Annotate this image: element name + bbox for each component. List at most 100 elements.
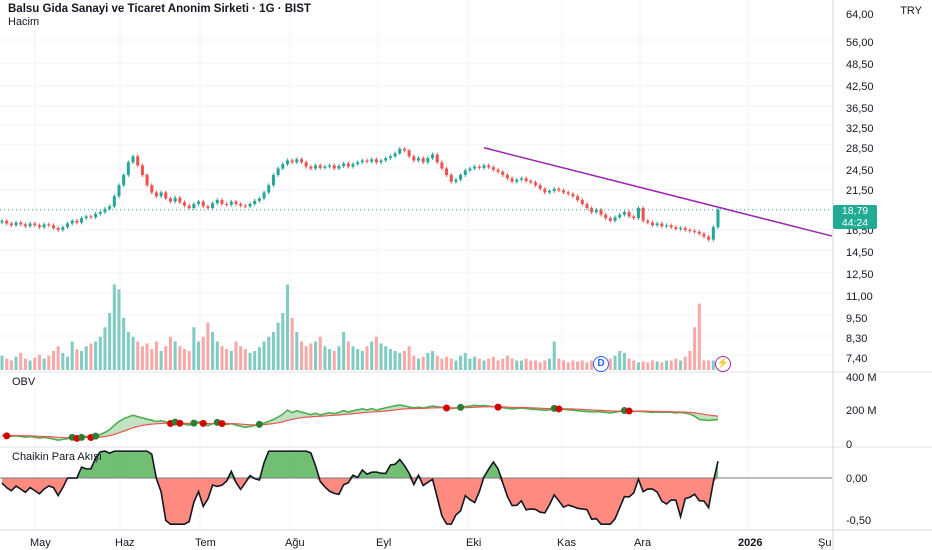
candle-body [14, 222, 18, 226]
candle-body [108, 206, 112, 209]
candle-body [154, 192, 158, 197]
candle-body [0, 220, 4, 223]
candle-body [379, 160, 383, 163]
candle-body [454, 179, 458, 182]
price-axis-label: 21,50 [846, 185, 874, 197]
volume-bar [220, 346, 224, 370]
candle-body [309, 166, 313, 169]
volume-bar [5, 358, 9, 370]
volume-bar [702, 360, 706, 370]
volume-bar [229, 351, 233, 370]
volume-bar [346, 341, 350, 370]
candle-body [482, 165, 486, 168]
volume-bar [304, 346, 308, 370]
candle-body [538, 185, 542, 189]
candle-body [370, 159, 374, 162]
volume-bar [173, 341, 177, 370]
volume-bar [168, 336, 172, 370]
volume-bar [548, 358, 552, 370]
candle-body [491, 167, 495, 170]
obv-indicator-label[interactable]: OBV [12, 376, 36, 388]
volume-bar [342, 332, 346, 370]
candle-body [290, 160, 294, 163]
candle-body [505, 174, 509, 179]
volume-bar [421, 356, 425, 370]
currency-label[interactable]: TRY [900, 5, 922, 17]
bar-countdown: 44:24 [841, 217, 869, 229]
candle-body [19, 222, 23, 225]
candle-body [501, 171, 505, 175]
volume-bar [126, 332, 130, 370]
volume-bar [295, 332, 299, 370]
volume-bar [431, 351, 435, 370]
volume-bar [454, 360, 458, 370]
candle-body [711, 227, 715, 240]
candle-body [594, 209, 598, 213]
volume-indicator-label[interactable]: Hacim [8, 16, 40, 28]
obv-cross-dot [555, 405, 563, 413]
volume-bar [94, 341, 98, 370]
candle-body [89, 216, 93, 218]
volume-bar [131, 336, 135, 370]
volume-bar [276, 322, 280, 370]
candle-body [529, 181, 533, 183]
candle-body [356, 162, 360, 165]
volume-bar [510, 358, 514, 370]
volume-bar [613, 355, 617, 370]
volume-bar [473, 356, 477, 370]
candle-body [276, 168, 280, 175]
candle-body [393, 153, 397, 157]
candle-body [98, 212, 102, 214]
candle-body [468, 168, 472, 171]
volume-bar [89, 343, 93, 370]
candle-body [487, 165, 491, 168]
candle-body [182, 202, 187, 206]
candle-body [131, 156, 135, 163]
volume-bar [679, 360, 683, 370]
time-axis-label: Kas [557, 537, 576, 549]
volume-bar [215, 341, 219, 370]
candle-body [229, 201, 233, 205]
volume-bar [435, 355, 439, 370]
volume-bar [650, 360, 655, 370]
cmf-axis-label: -0,50 [846, 515, 871, 527]
volume-bar [515, 360, 519, 370]
earnings-badge[interactable]: ⚡ [715, 356, 731, 372]
volume-bars [0, 284, 720, 370]
obv-cross-dot [218, 420, 226, 428]
candle-body [445, 168, 449, 175]
candle-body [552, 188, 556, 191]
volume-bar [351, 346, 355, 370]
candle-body [402, 148, 406, 151]
volume-bar [566, 362, 570, 370]
symbol-title[interactable]: Balsu Gida Sanayi ve Ticaret Anonim Sirk… [8, 3, 311, 15]
cmf-line [1, 450, 719, 526]
candle-body [299, 159, 304, 163]
candle-body [608, 218, 612, 221]
candle-body [197, 201, 201, 204]
volume-bar [711, 360, 715, 370]
obv-axis-label: 200 M [846, 405, 877, 417]
candle-body [674, 227, 678, 229]
time-axis-label: Ağu [285, 537, 305, 549]
candle-body [697, 231, 701, 234]
candle-body [75, 220, 79, 223]
volume-bar [669, 360, 673, 370]
volume-bar [56, 346, 60, 370]
candle-body [604, 214, 608, 219]
volume-bar [42, 358, 46, 370]
obv-fill [2, 404, 718, 441]
candle-body [374, 159, 378, 163]
volume-bar [271, 332, 275, 370]
dividend-badge[interactable]: D [593, 356, 609, 372]
time-axis-label: Haz [115, 537, 135, 549]
candle-body [533, 182, 538, 186]
time-axis-label: Eki [466, 537, 481, 549]
volume-bar [632, 360, 636, 370]
volume-bar [529, 360, 533, 370]
candle-body [388, 156, 392, 159]
candle-body [150, 185, 154, 193]
volume-bar [332, 351, 336, 370]
cmf-indicator-label[interactable]: Chaikin Para Akışı [12, 451, 102, 463]
